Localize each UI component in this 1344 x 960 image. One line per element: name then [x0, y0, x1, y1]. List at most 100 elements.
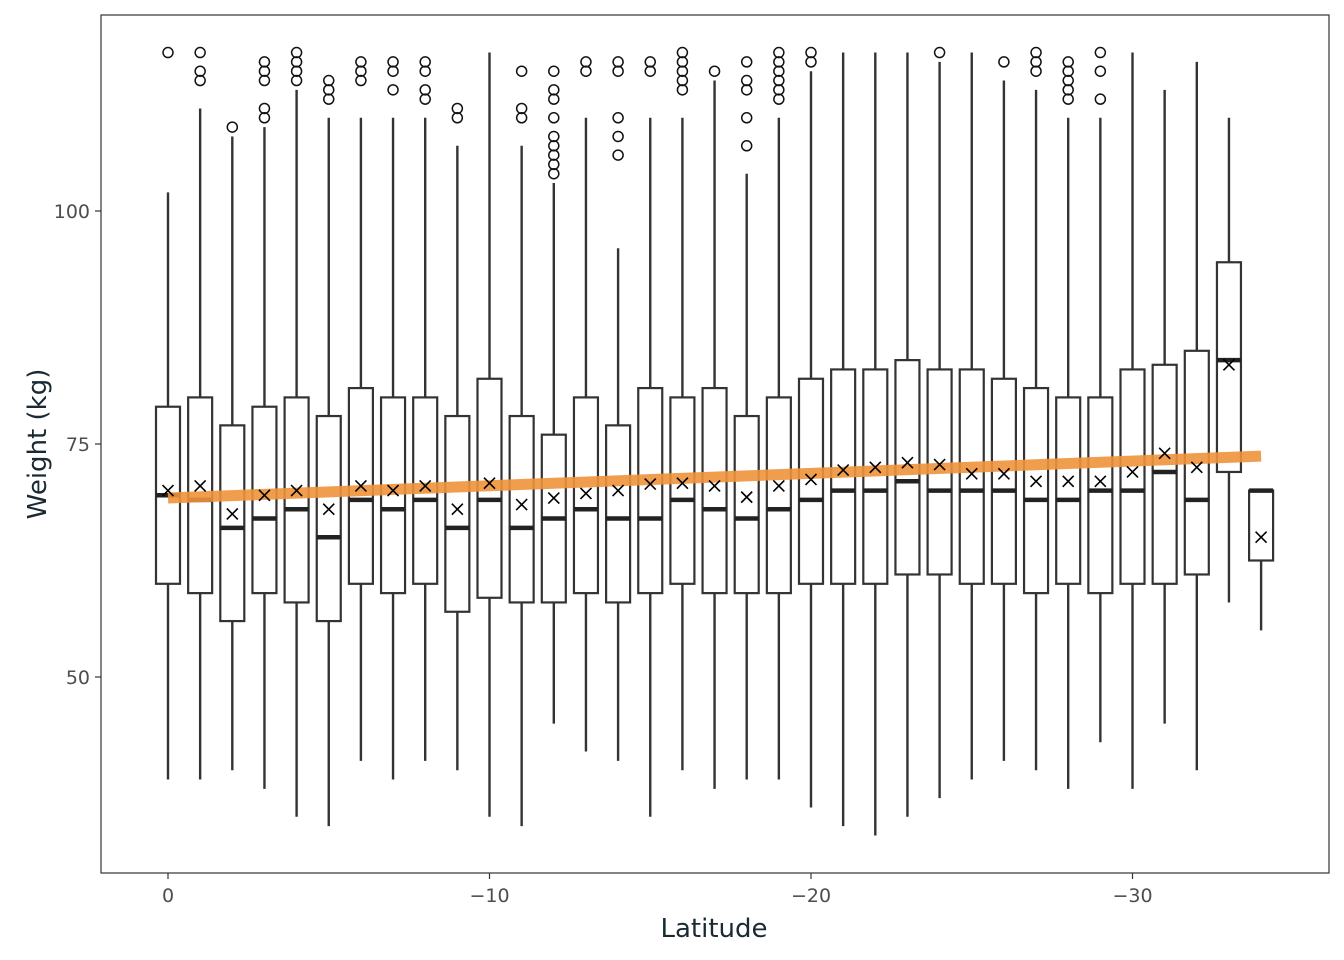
mean-marker-stroke [1158, 447, 1171, 460]
x-tick-label: 0 [162, 885, 174, 907]
mean-marker [1126, 465, 1139, 479]
box-group [797, 46, 825, 808]
mean-marker [258, 489, 271, 502]
mean-marker [933, 458, 946, 471]
y-axis-title: Weight (kg) [23, 369, 53, 520]
box-group [444, 102, 471, 771]
box-group [1022, 46, 1050, 771]
box-group [1087, 46, 1114, 743]
box-group [1055, 56, 1082, 789]
outlier-point [933, 46, 946, 59]
box-group [508, 65, 535, 827]
box-group [637, 56, 664, 817]
outlier-point [1062, 56, 1074, 68]
y-tick-label: 50 [66, 667, 90, 689]
mean-marker [1255, 531, 1268, 544]
mean-marker-stroke [1094, 475, 1107, 488]
mean-marker-stroke [869, 461, 882, 474]
outlier-point [451, 102, 464, 115]
mean-marker-stroke [901, 456, 914, 469]
mean-marker [804, 473, 818, 486]
box-iqr [315, 414, 342, 623]
outlier-point [740, 56, 753, 68]
outlier-point [773, 46, 785, 59]
outlier-point [323, 74, 335, 87]
box-group [1215, 117, 1243, 603]
outlier-point [548, 65, 560, 77]
box-group [219, 121, 246, 771]
mean-marker-stroke [1190, 461, 1203, 474]
outlier-point [740, 112, 753, 124]
box-group [1119, 52, 1146, 789]
mean-marker-stroke [708, 479, 721, 493]
mean-marker-stroke [1062, 475, 1075, 488]
mean-marker [515, 498, 528, 511]
mean-marker [965, 467, 978, 480]
x-axis: 0 −10 −20 −30 [162, 873, 1153, 907]
outlier-point [515, 65, 528, 77]
outlier-point [419, 84, 431, 96]
mean-marker [1158, 447, 1171, 460]
outlier-point [258, 56, 271, 68]
box-group [733, 56, 760, 780]
mean-marker-stroke [804, 473, 818, 486]
mean-marker-stroke [161, 484, 175, 497]
outlier-point [548, 130, 560, 143]
box-group [283, 46, 310, 817]
mean-marker-stroke [547, 491, 560, 505]
mean-marker [290, 484, 303, 497]
mean-marker-stroke [740, 491, 753, 504]
trend-layer [167, 450, 1262, 504]
mean-marker-stroke [1222, 358, 1236, 371]
mean-marker [837, 464, 850, 477]
outlier-point [290, 46, 303, 59]
box-group [540, 65, 567, 724]
box-iqr [1151, 363, 1178, 585]
box-group [572, 56, 600, 752]
x-tick-label: −10 [469, 885, 509, 907]
trend-line [167, 450, 1262, 504]
mean-marker [708, 479, 721, 493]
mean-marker [901, 456, 914, 469]
mean-marker-stroke [772, 479, 785, 493]
box-group [315, 74, 342, 827]
mean-marker [419, 479, 432, 493]
mean-marker [579, 487, 593, 500]
mean-marker [226, 507, 239, 520]
box-iqr [1215, 261, 1243, 474]
mean-marker-stroke [483, 477, 496, 490]
mean-marker [1190, 461, 1203, 474]
mean-marker-stroke [194, 479, 207, 493]
outlier-point [419, 56, 431, 68]
mean-marker [194, 479, 207, 493]
y-axis: 50 75 100 [54, 201, 101, 689]
box-iqr [283, 396, 310, 604]
mean-marker [644, 478, 657, 491]
outlier-point [1030, 46, 1042, 59]
mean-marker-stroke [515, 498, 528, 511]
mean-marker-stroke [933, 458, 946, 471]
mean-marker [869, 461, 882, 474]
y-tick-label: 75 [66, 434, 90, 456]
mean-marker-stroke [419, 479, 432, 493]
mean-marker-stroke [1126, 465, 1139, 479]
box-iqr [990, 377, 1018, 585]
box-iqr [1055, 396, 1082, 585]
mean-marker [322, 503, 335, 516]
box-group [765, 46, 792, 780]
outlier-point [548, 84, 560, 96]
box-group [701, 65, 728, 789]
outlier-point [355, 56, 367, 68]
mean-marker [1222, 358, 1236, 371]
box-iqr [444, 414, 471, 613]
mean-marker-stroke [1029, 475, 1043, 488]
box-group [990, 56, 1018, 761]
outlier-point [612, 130, 624, 143]
outlier-point [740, 74, 753, 87]
mean-marker [386, 484, 400, 497]
mean-marker-stroke [258, 489, 271, 502]
x-tick-label: −30 [1112, 885, 1152, 907]
mean-marker-stroke [386, 484, 400, 497]
mean-marker-stroke [837, 464, 850, 477]
mean-marker-stroke [579, 487, 593, 500]
